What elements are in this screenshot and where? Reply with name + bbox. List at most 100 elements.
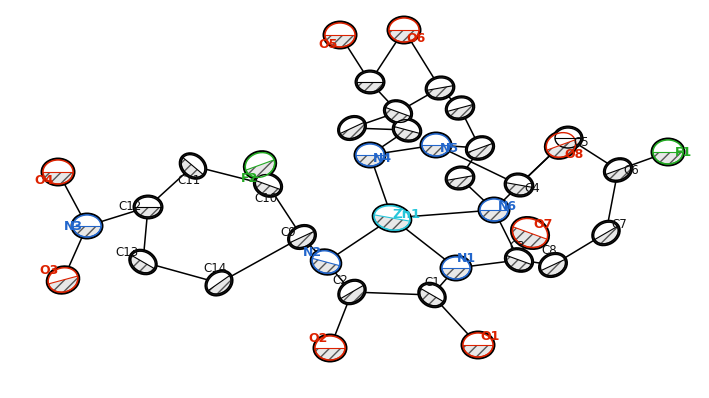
PathPatch shape <box>442 257 470 268</box>
Text: N2: N2 <box>303 246 322 258</box>
Ellipse shape <box>340 281 364 303</box>
Ellipse shape <box>253 172 283 198</box>
Ellipse shape <box>506 250 532 270</box>
Text: C14: C14 <box>203 261 227 275</box>
Ellipse shape <box>605 160 631 180</box>
Ellipse shape <box>593 222 618 244</box>
Ellipse shape <box>417 282 447 308</box>
PathPatch shape <box>447 168 473 180</box>
Text: N1: N1 <box>457 252 476 265</box>
Ellipse shape <box>356 144 384 166</box>
Ellipse shape <box>544 130 578 160</box>
PathPatch shape <box>389 18 419 30</box>
Ellipse shape <box>204 269 233 297</box>
Ellipse shape <box>70 213 104 240</box>
Text: O8: O8 <box>564 148 584 160</box>
PathPatch shape <box>513 219 547 239</box>
Ellipse shape <box>45 265 80 295</box>
PathPatch shape <box>256 175 281 189</box>
Ellipse shape <box>513 219 547 248</box>
Ellipse shape <box>40 158 75 187</box>
Text: F2: F2 <box>241 172 259 185</box>
Text: Zn1: Zn1 <box>392 209 420 222</box>
Ellipse shape <box>312 251 340 273</box>
Ellipse shape <box>179 152 207 180</box>
PathPatch shape <box>447 98 473 111</box>
PathPatch shape <box>467 138 492 152</box>
Ellipse shape <box>555 128 581 148</box>
PathPatch shape <box>313 251 340 265</box>
Ellipse shape <box>181 155 205 178</box>
Text: C2: C2 <box>332 273 348 287</box>
Text: C6: C6 <box>623 164 639 176</box>
Ellipse shape <box>287 224 317 250</box>
Ellipse shape <box>207 272 231 294</box>
Text: C4: C4 <box>524 183 540 195</box>
Ellipse shape <box>442 257 470 279</box>
Text: C5: C5 <box>573 137 588 150</box>
Text: C13: C13 <box>116 246 138 258</box>
Ellipse shape <box>503 172 535 197</box>
PathPatch shape <box>593 222 618 240</box>
PathPatch shape <box>289 226 314 242</box>
Ellipse shape <box>135 197 161 217</box>
PathPatch shape <box>653 140 683 152</box>
Ellipse shape <box>242 150 277 180</box>
Ellipse shape <box>354 142 386 168</box>
Ellipse shape <box>310 248 342 276</box>
Ellipse shape <box>389 18 419 42</box>
PathPatch shape <box>480 199 508 210</box>
Ellipse shape <box>603 157 633 183</box>
Ellipse shape <box>374 206 410 230</box>
Text: C10: C10 <box>255 193 277 205</box>
PathPatch shape <box>245 152 274 170</box>
Ellipse shape <box>447 168 473 188</box>
PathPatch shape <box>340 281 363 298</box>
PathPatch shape <box>540 254 565 271</box>
Ellipse shape <box>420 131 452 158</box>
PathPatch shape <box>340 117 364 133</box>
Ellipse shape <box>48 268 78 292</box>
Ellipse shape <box>504 247 534 273</box>
Text: F1: F1 <box>676 146 693 158</box>
PathPatch shape <box>48 268 77 284</box>
Ellipse shape <box>547 133 576 157</box>
Text: O7: O7 <box>533 217 553 230</box>
PathPatch shape <box>463 333 493 345</box>
Ellipse shape <box>245 152 274 178</box>
Text: C1: C1 <box>424 275 440 289</box>
Ellipse shape <box>538 252 568 278</box>
Ellipse shape <box>357 72 383 92</box>
Text: C9: C9 <box>280 226 296 240</box>
Text: C8: C8 <box>541 244 557 258</box>
PathPatch shape <box>506 175 532 187</box>
Text: C7: C7 <box>611 219 627 232</box>
Text: C11: C11 <box>177 174 201 187</box>
PathPatch shape <box>605 160 630 174</box>
Ellipse shape <box>650 137 686 166</box>
Ellipse shape <box>323 21 357 49</box>
Text: O2: O2 <box>308 332 328 345</box>
Ellipse shape <box>510 216 550 250</box>
PathPatch shape <box>357 72 383 82</box>
Ellipse shape <box>461 330 496 359</box>
Text: O1: O1 <box>480 330 500 343</box>
Text: N6: N6 <box>498 199 516 213</box>
Ellipse shape <box>440 254 472 281</box>
Text: N4: N4 <box>372 152 391 166</box>
PathPatch shape <box>135 197 161 207</box>
Ellipse shape <box>130 251 155 273</box>
PathPatch shape <box>422 134 450 145</box>
PathPatch shape <box>43 160 73 172</box>
Text: O4: O4 <box>34 174 54 187</box>
PathPatch shape <box>315 336 345 348</box>
Ellipse shape <box>337 279 367 305</box>
Text: N5: N5 <box>440 142 459 156</box>
PathPatch shape <box>132 251 155 269</box>
Ellipse shape <box>591 220 621 246</box>
PathPatch shape <box>386 101 411 117</box>
PathPatch shape <box>394 120 420 133</box>
Text: C12: C12 <box>118 201 142 213</box>
Ellipse shape <box>420 284 445 306</box>
Ellipse shape <box>540 254 566 275</box>
